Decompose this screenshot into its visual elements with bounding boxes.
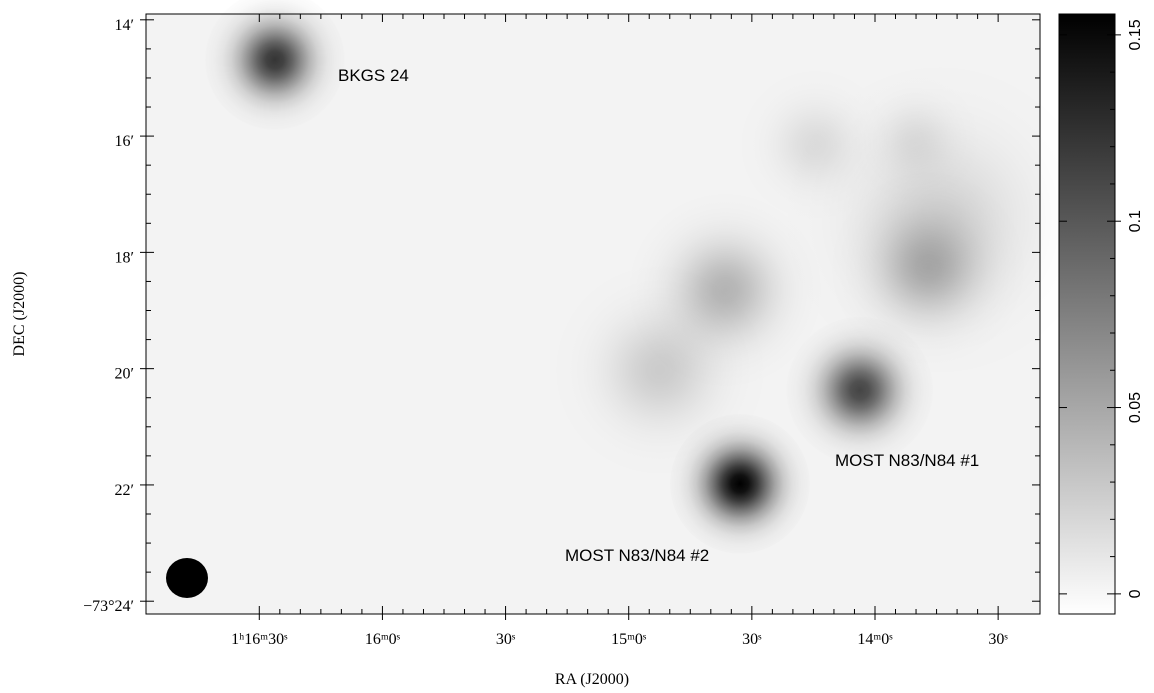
y-tick-label: 22′ xyxy=(115,482,135,499)
y-axis-label: DEC (J2000) xyxy=(11,272,28,357)
x-tick-label: 30ˢ xyxy=(988,631,1008,648)
y-tick-label: 14′ xyxy=(115,17,135,34)
colorbar-tick-label: 0.15 xyxy=(1127,19,1144,50)
y-tick-label: 16′ xyxy=(115,133,135,150)
y-tick-label: −73°24′ xyxy=(83,598,134,615)
y-tick-label: 18′ xyxy=(115,249,135,266)
x-axis-label: RA (J2000) xyxy=(555,671,629,688)
chart: BKGS 24 MOST N83/N84 #1 MOST N83/N84 #2 … xyxy=(0,0,1154,688)
colorbar-tick-label: 0.05 xyxy=(1127,392,1144,423)
page: {"chart_data":{"type":"image", "xlabel":… xyxy=(0,0,1154,693)
colorbar-tick-label: 0 xyxy=(1127,589,1144,598)
source xyxy=(555,265,764,474)
colorbar-tick-label: 0.1 xyxy=(1127,210,1144,232)
source xyxy=(845,70,985,210)
annotation: MOST N83/N84 #1 xyxy=(835,451,979,470)
x-tick-label: 30ˢ xyxy=(496,631,516,648)
colorbar xyxy=(1059,14,1115,614)
x-tick-label: 14ᵐ0ˢ xyxy=(857,631,893,648)
x-tick-label: 16ᵐ0ˢ xyxy=(365,631,401,648)
x-tick-label: 30ˢ xyxy=(742,631,762,648)
x-tick-label: 15ᵐ0ˢ xyxy=(611,631,647,648)
annotation: MOST N83/N84 #2 xyxy=(565,546,709,565)
x-tick-label: 1ʰ16ᵐ30ˢ xyxy=(231,631,288,648)
y-tick-label: 20′ xyxy=(115,366,135,383)
beam xyxy=(166,558,208,598)
annotation: BKGS 24 xyxy=(338,66,409,85)
